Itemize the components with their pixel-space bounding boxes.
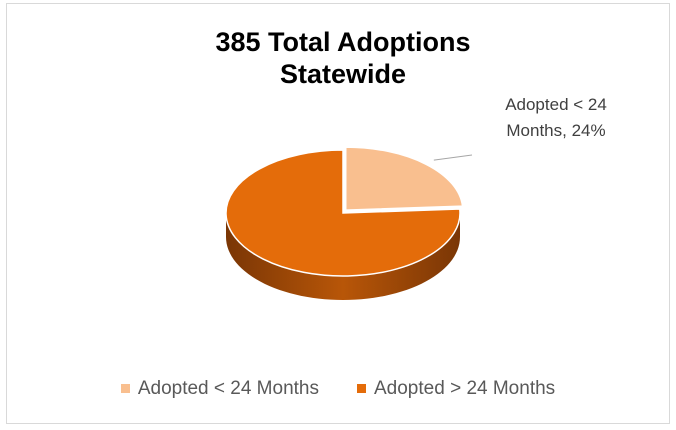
leader-line: [433, 154, 473, 161]
legend-swatch: [357, 384, 366, 394]
chart-title: 385 Total Adoptions Statewide: [215, 27, 471, 89]
legend-item: Adopted > 24 Months: [357, 378, 555, 400]
data-label: Adopted < 24 Months, 24%: [505, 95, 607, 140]
legend: Adopted < 24 Months Adopted > 24 Months: [0, 378, 676, 400]
pie-side: [226, 213, 460, 300]
legend-item: Adopted < 24 Months: [120, 378, 319, 400]
legend-label: Adopted > 24 Months: [374, 378, 556, 399]
pie-slice: [344, 146, 464, 211]
legend-swatch: [120, 384, 130, 394]
legend-label: Adopted < 24 Months: [137, 378, 319, 399]
pie-slice: [225, 149, 461, 277]
